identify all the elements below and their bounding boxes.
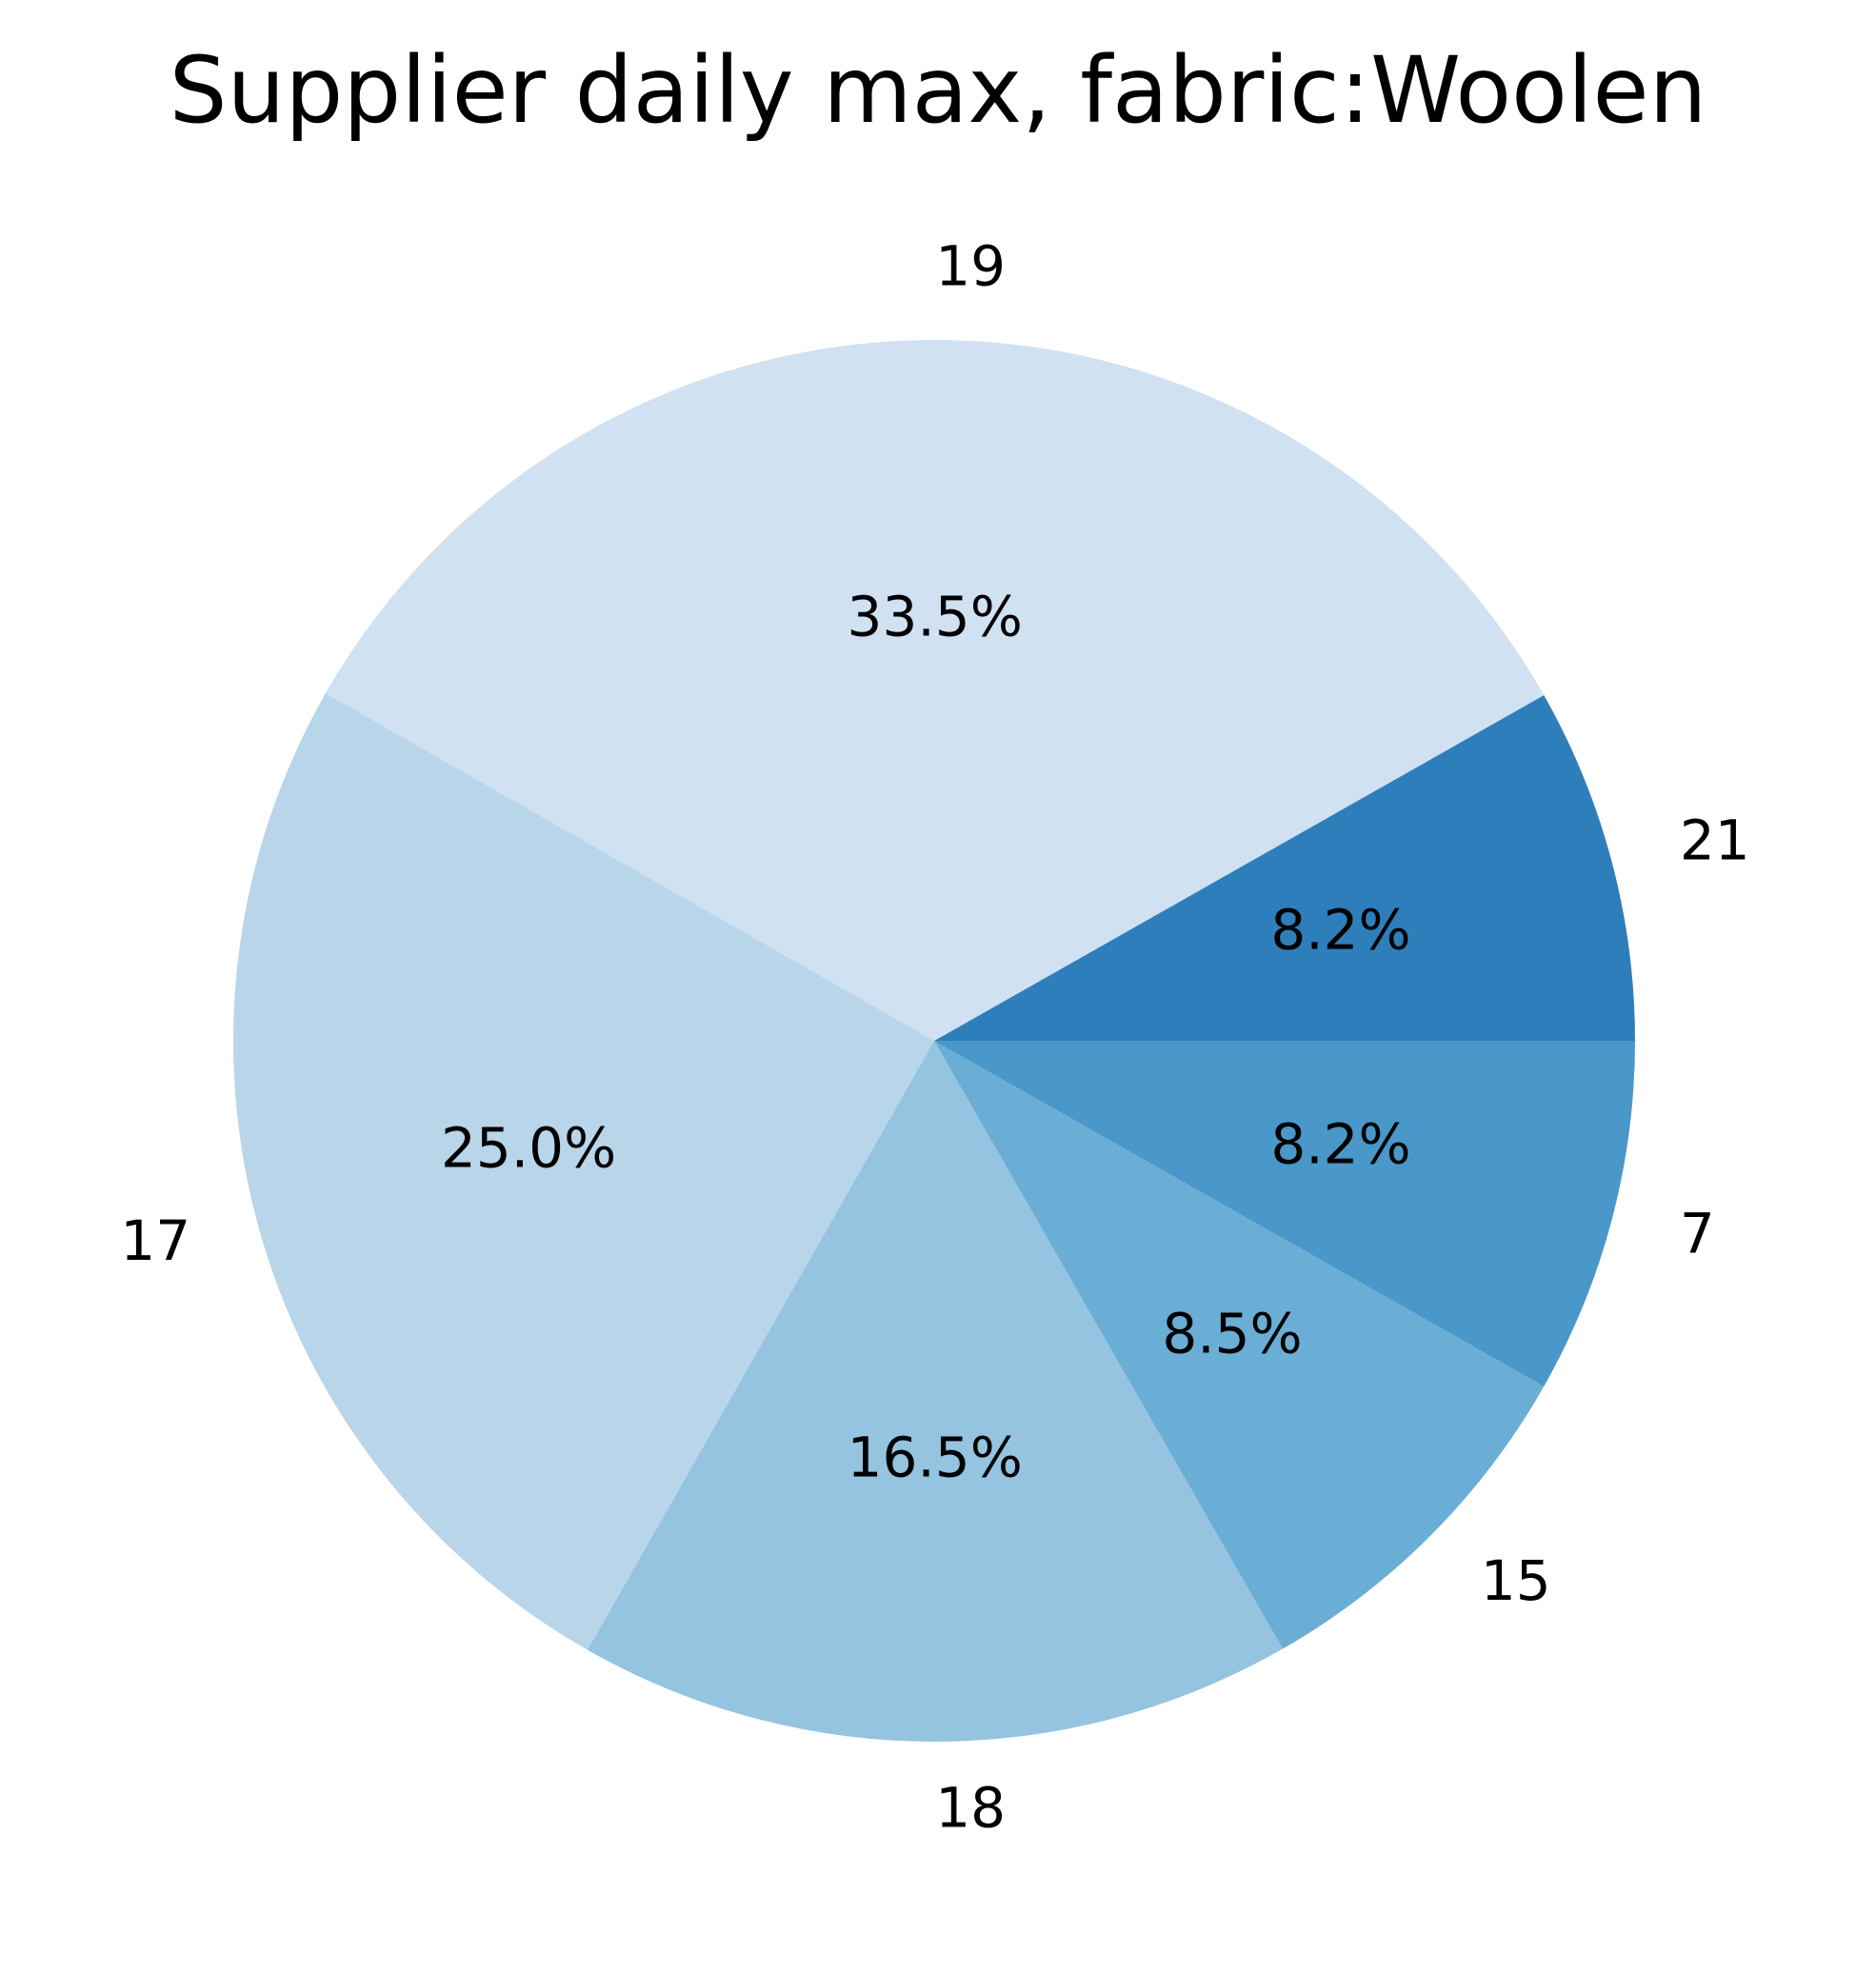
percent-label-7: 8.2%: [1270, 1112, 1410, 1177]
pie-slice-19: [325, 340, 1545, 1041]
percent-label-17: 25.0%: [441, 1116, 616, 1181]
chart-title: Supplier daily max, fabric:Woolen: [170, 37, 1707, 144]
slice-label-18: 18: [935, 1776, 1006, 1841]
pie-slice-15: [934, 1041, 1545, 1649]
pie-slice-21: [934, 695, 1635, 1041]
slice-label-19: 19: [935, 234, 1006, 299]
labels-layer: 21 8.2% 19 33.5% 17 25.0% 18 16.5% 15 8.5% 7 8.2%: [120, 234, 1749, 1841]
percent-label-18: 16.5%: [848, 1426, 1023, 1490]
percent-label-21: 8.2%: [1270, 897, 1410, 962]
slice-label-15: 15: [1481, 1548, 1551, 1613]
slices-layer: [232, 340, 1635, 1743]
slice-label-7: 7: [1680, 1202, 1715, 1266]
percent-label-15: 8.5%: [1162, 1302, 1302, 1366]
slice-label-17: 17: [120, 1208, 190, 1273]
percent-label-19: 33.5%: [848, 585, 1023, 649]
slice-label-21: 21: [1680, 808, 1750, 873]
pie-slice-17: [232, 693, 934, 1650]
pie-slice-7: [934, 1041, 1635, 1386]
pie-slice-18: [588, 1041, 1283, 1743]
